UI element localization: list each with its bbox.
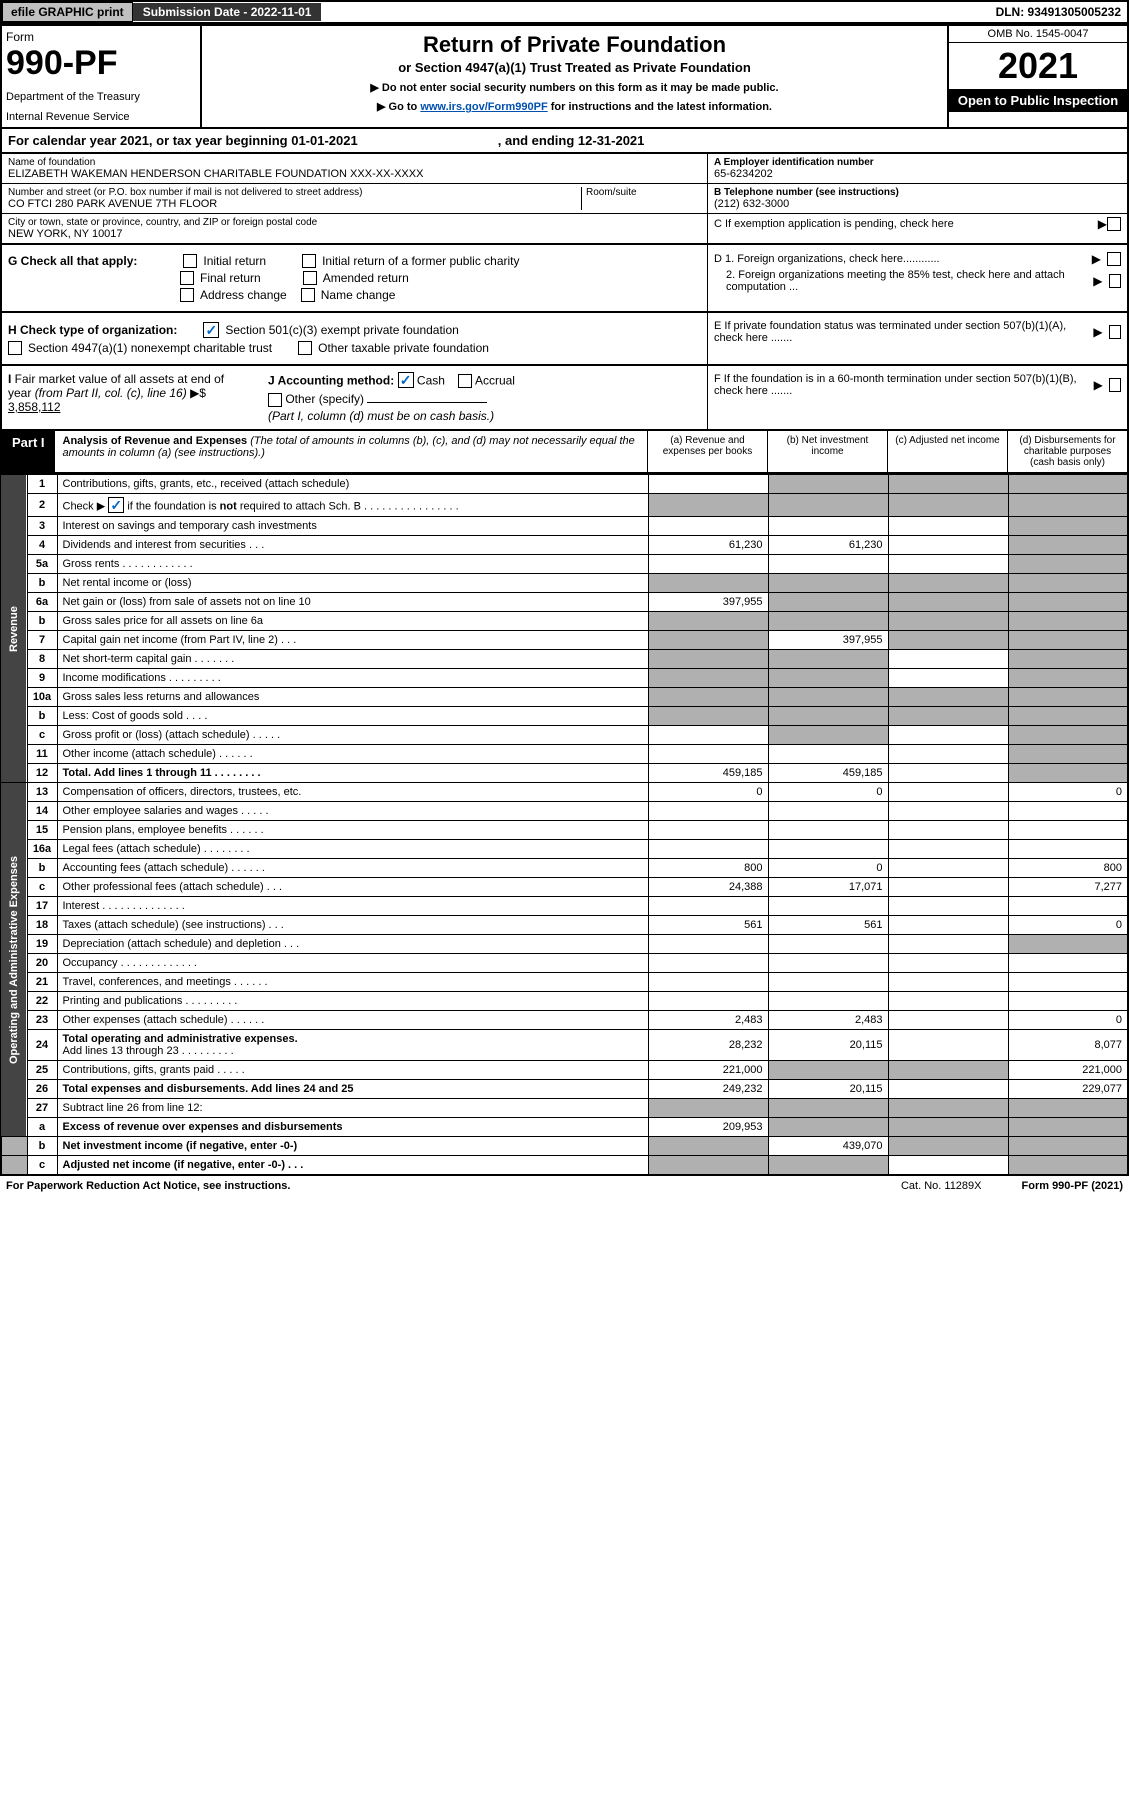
initial-former-chk[interactable] bbox=[302, 254, 316, 268]
col-c-hdr: (c) Adjusted net income bbox=[887, 431, 1007, 472]
amended-chk[interactable] bbox=[303, 271, 317, 285]
h-label: H Check type of organization: bbox=[8, 323, 177, 337]
part1-title: Analysis of Revenue and Expenses bbox=[63, 435, 248, 447]
col-a-hdr: (a) Revenue and expenses per books bbox=[647, 431, 767, 472]
open-public: Open to Public Inspection bbox=[949, 89, 1127, 112]
efile-graphic-btn[interactable]: efile GRAPHIC print bbox=[2, 2, 133, 22]
j-label: J Accounting method: bbox=[268, 374, 394, 388]
accrual-chk[interactable] bbox=[458, 374, 472, 388]
f-label: F If the foundation is in a 60-month ter… bbox=[714, 373, 1088, 397]
goto-line: ▶ Go to www.irs.gov/Form990PF for instru… bbox=[208, 100, 941, 113]
revenue-side-label: Revenue bbox=[1, 475, 27, 783]
addr-change-chk[interactable] bbox=[180, 288, 194, 302]
name-label: Name of foundation bbox=[8, 157, 701, 168]
pra-notice: For Paperwork Reduction Act Notice, see … bbox=[6, 1180, 290, 1192]
d2-chk[interactable] bbox=[1109, 274, 1121, 288]
form-subtitle: or Section 4947(a)(1) Trust Treated as P… bbox=[208, 60, 941, 75]
cat-no: Cat. No. 11289X bbox=[901, 1180, 982, 1192]
4947-chk[interactable] bbox=[8, 341, 22, 355]
room-label: Room/suite bbox=[586, 187, 701, 198]
d1-chk[interactable] bbox=[1107, 252, 1121, 266]
ein-value: 65-6234202 bbox=[714, 168, 1121, 180]
efile-top-bar: efile GRAPHIC print Submission Date - 20… bbox=[0, 0, 1129, 24]
tax-year: 2021 bbox=[949, 43, 1127, 89]
check-section-ij: I Fair market value of all assets at end… bbox=[0, 366, 1129, 431]
ein-label: A Employer identification number bbox=[714, 157, 1121, 168]
e-label: E If private foundation status was termi… bbox=[714, 320, 1087, 344]
501c3-chk[interactable]: ✓ bbox=[203, 322, 219, 338]
addr-label: Number and street (or P.O. box number if… bbox=[8, 187, 581, 198]
col-b-hdr: (b) Net investment income bbox=[767, 431, 887, 472]
form-number: 990-PF bbox=[6, 44, 196, 83]
other-tax-chk[interactable] bbox=[298, 341, 312, 355]
dept-treasury: Department of the Treasury bbox=[6, 91, 196, 103]
ssn-warning: ▶ Do not enter social security numbers o… bbox=[208, 81, 941, 94]
j-note: (Part I, column (d) must be on cash basi… bbox=[268, 409, 701, 423]
city-label: City or town, state or province, country… bbox=[8, 217, 701, 228]
form-label: Form bbox=[6, 30, 196, 44]
final-return-chk[interactable] bbox=[180, 271, 194, 285]
fmv-value: 3,858,112 bbox=[8, 400, 61, 414]
dln: DLN: 93491305005232 bbox=[996, 5, 1127, 19]
f-chk[interactable] bbox=[1109, 378, 1121, 392]
initial-return-chk[interactable] bbox=[183, 254, 197, 268]
e-chk[interactable] bbox=[1109, 325, 1121, 339]
d2-label: 2. Foreign organizations meeting the 85%… bbox=[714, 269, 1087, 293]
submission-date: Submission Date - 2022-11-01 bbox=[133, 3, 322, 21]
calendar-year-row: For calendar year 2021, or tax year begi… bbox=[0, 129, 1129, 154]
expenses-side-label: Operating and Administrative Expenses bbox=[1, 783, 27, 1137]
check-section-g: G Check all that apply: Initial return I… bbox=[0, 245, 1129, 313]
part1-table: Revenue 1Contributions, gifts, grants, e… bbox=[0, 474, 1129, 1176]
check-section-h: H Check type of organization: ✓Section 5… bbox=[0, 313, 1129, 366]
c-checkbox[interactable] bbox=[1107, 217, 1121, 231]
irs-link[interactable]: www.irs.gov/Form990PF bbox=[420, 101, 547, 113]
i-label: I Fair market value of all assets at end… bbox=[8, 372, 224, 400]
tel-value: (212) 632-3000 bbox=[714, 198, 1121, 210]
other-method-chk[interactable] bbox=[268, 393, 282, 407]
city-state-zip: NEW YORK, NY 10017 bbox=[8, 228, 701, 240]
cash-chk[interactable]: ✓ bbox=[398, 372, 414, 388]
form-title: Return of Private Foundation bbox=[208, 32, 941, 58]
page-footer: For Paperwork Reduction Act Notice, see … bbox=[0, 1176, 1129, 1196]
form-footer: Form 990-PF (2021) bbox=[1022, 1180, 1124, 1192]
col-d-hdr: (d) Disbursements for charitable purpose… bbox=[1007, 431, 1127, 472]
c-label: C If exemption application is pending, c… bbox=[714, 218, 954, 230]
name-change-chk[interactable] bbox=[301, 288, 315, 302]
form-header: Form 990-PF Department of the Treasury I… bbox=[0, 24, 1129, 129]
schb-chk[interactable]: ✓ bbox=[108, 497, 124, 513]
foundation-name: ELIZABETH WAKEMAN HENDERSON CHARITABLE F… bbox=[8, 168, 701, 180]
g-label: G Check all that apply: bbox=[8, 254, 137, 268]
d1-label: D 1. Foreign organizations, check here..… bbox=[714, 253, 940, 265]
tel-label: B Telephone number (see instructions) bbox=[714, 187, 1121, 198]
part1-header: Part I Analysis of Revenue and Expenses … bbox=[0, 431, 1129, 474]
part1-label: Part I bbox=[2, 431, 55, 472]
entity-info: Name of foundation ELIZABETH WAKEMAN HEN… bbox=[0, 154, 1129, 245]
irs-label: Internal Revenue Service bbox=[6, 111, 196, 123]
street-address: CO FTCI 280 PARK AVENUE 7TH FLOOR bbox=[8, 198, 581, 210]
omb-number: OMB No. 1545-0047 bbox=[949, 26, 1127, 43]
